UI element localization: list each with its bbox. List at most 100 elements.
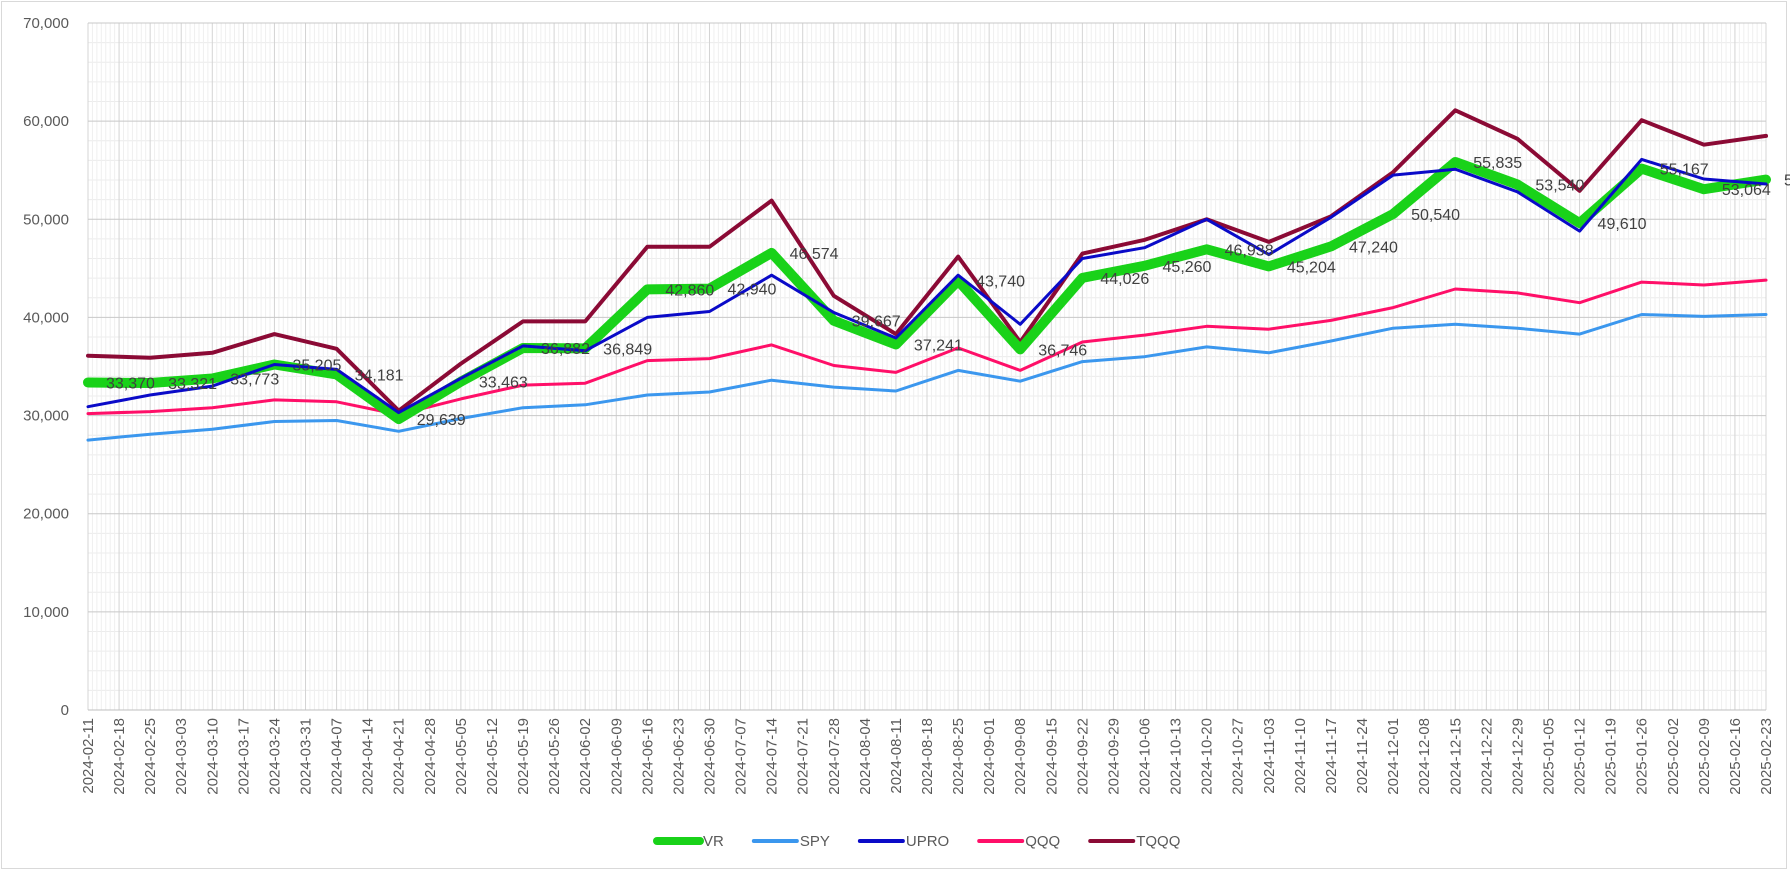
data-label: 42,940 (727, 282, 776, 299)
x-tick-label: 2024-12-15 (1447, 718, 1464, 795)
legend-label-qqq: QQQ (1025, 833, 1060, 850)
x-tick-label: 2024-10-27 (1230, 718, 1247, 795)
data-label: 39,667 (852, 314, 901, 331)
x-tick-label: 2024-04-28 (422, 718, 439, 795)
x-tick-label: 2024-02-18 (111, 718, 128, 795)
x-tick-label: 2024-08-04 (857, 718, 874, 795)
x-tick-label: 2024-05-12 (484, 718, 501, 795)
y-tick-label: 50,000 (23, 211, 69, 228)
data-label: 34,181 (355, 368, 404, 385)
x-tick-label: 2025-02-16 (1727, 718, 1744, 795)
x-tick-label: 2024-09-01 (981, 718, 998, 795)
data-label: 50,540 (1411, 207, 1460, 224)
x-tick-label: 2024-05-26 (546, 718, 563, 795)
data-label: 42,860 (665, 282, 714, 299)
x-tick-label: 2024-06-02 (577, 718, 594, 795)
x-tick-label: 2024-03-24 (266, 718, 283, 795)
x-tick-label: 2024-11-24 (1354, 718, 1371, 794)
x-tick-label: 2024-08-18 (919, 718, 936, 795)
x-tick-label: 2024-05-05 (453, 718, 470, 795)
data-label: 33,370 (106, 375, 155, 392)
axes: 0 10,000 20,000 30,000 40,000 50,000 60,000 70,… (23, 15, 1775, 795)
data-label: 33,321 (168, 376, 217, 393)
x-tick-label: 2024-09-29 (1105, 718, 1122, 795)
series-lines (83, 108, 1771, 442)
y-tick-label: 20,000 (23, 506, 69, 523)
x-tick-label: 2024-04-14 (360, 718, 377, 795)
data-label: 43,740 (976, 274, 1025, 291)
x-tick-label: 2024-11-03 (1261, 718, 1278, 794)
y-tick-label: 60,000 (23, 113, 69, 130)
y-tick-label: 0 (61, 702, 69, 719)
x-tick-label: 2024-02-25 (142, 718, 159, 795)
data-label: 53,540 (1535, 178, 1584, 195)
series-line-spy (86, 313, 1768, 442)
data-label: 54,041 (1784, 173, 1790, 190)
x-tick-label: 2024-06-30 (701, 718, 718, 795)
data-label: 46,574 (790, 246, 839, 263)
y-tick-label: 40,000 (23, 309, 69, 326)
data-label: 47,240 (1349, 239, 1398, 256)
data-label: 45,260 (1163, 259, 1212, 276)
x-tick-label: 2024-08-25 (950, 718, 967, 795)
x-tick-label: 2024-08-11 (888, 718, 905, 794)
data-label: 36,849 (603, 341, 652, 358)
x-tick-label: 2024-07-07 (733, 718, 750, 795)
y-tick-label: 10,000 (23, 604, 69, 621)
y-tick-label: 70,000 (23, 15, 69, 32)
series-line-vr (83, 157, 1771, 425)
data-label: 29,639 (417, 412, 466, 429)
legend: VR SPY UPRO QQQ TQQQ (653, 833, 1180, 850)
x-tick-label: 2024-04-21 (391, 718, 408, 795)
x-tick-label: 2024-05-19 (515, 718, 532, 795)
x-tick-label: 2024-02-11 (80, 718, 97, 794)
data-label: 37,241 (914, 338, 963, 355)
x-tick-label: 2024-06-16 (639, 718, 656, 795)
data-label: 36,882 (541, 341, 590, 358)
x-tick-label: 2024-10-06 (1137, 718, 1154, 795)
y-tick-label: 30,000 (23, 408, 69, 425)
legend-label-upro: UPRO (906, 833, 949, 850)
x-tick-label: 2025-02-23 (1758, 718, 1775, 795)
x-tick-label: 2024-12-29 (1509, 718, 1526, 795)
series-line-qqq (86, 278, 1768, 417)
data-label: 49,610 (1598, 216, 1647, 233)
x-tick-label: 2024-11-17 (1323, 718, 1340, 794)
x-tick-label: 2024-09-22 (1074, 718, 1091, 795)
x-tick-label: 2024-11-10 (1292, 718, 1309, 794)
legend-label-vr: VR (703, 833, 724, 850)
x-tick-label: 2025-01-12 (1572, 718, 1589, 795)
x-tick-label: 2024-07-28 (826, 718, 843, 795)
data-label: 45,204 (1287, 259, 1336, 276)
data-label: 33,463 (479, 375, 528, 392)
x-tick-label: 2024-10-20 (1199, 718, 1216, 795)
x-tick-label: 2024-07-14 (764, 718, 781, 795)
x-tick-label: 2024-12-08 (1416, 718, 1433, 795)
data-label: 36,746 (1038, 342, 1087, 359)
x-tick-label: 2025-01-05 (1540, 718, 1557, 795)
x-tick-label: 2025-01-19 (1603, 718, 1620, 795)
series-line-upro (86, 157, 1768, 415)
x-tick-label: 2024-06-23 (670, 718, 687, 795)
data-label: 44,026 (1100, 271, 1149, 288)
data-label: 53,064 (1722, 182, 1771, 199)
x-tick-label: 2024-03-03 (173, 718, 190, 795)
legend-label-tqqq: TQQQ (1136, 833, 1180, 850)
x-tick-label: 2024-07-21 (795, 718, 812, 795)
x-tick-label: 2024-03-10 (204, 718, 221, 795)
series-line-tqqq (86, 108, 1768, 413)
x-tick-label: 2024-03-31 (298, 718, 315, 795)
data-label: 46,938 (1225, 242, 1274, 259)
x-tick-label: 2024-03-17 (235, 718, 252, 795)
x-tick-label: 2024-09-08 (1012, 718, 1029, 795)
x-tick-label: 2024-10-13 (1168, 718, 1185, 795)
data-label: 35,205 (292, 357, 341, 374)
gridlines (87, 22, 1767, 711)
x-tick-label: 2024-09-15 (1043, 718, 1060, 795)
x-tick-label: 2025-02-09 (1696, 718, 1713, 795)
x-tick-label: 2024-12-01 (1385, 718, 1402, 795)
x-tick-label: 2024-06-09 (608, 718, 625, 795)
data-label: 55,835 (1473, 155, 1522, 172)
x-tick-label: 2024-04-07 (329, 718, 346, 795)
